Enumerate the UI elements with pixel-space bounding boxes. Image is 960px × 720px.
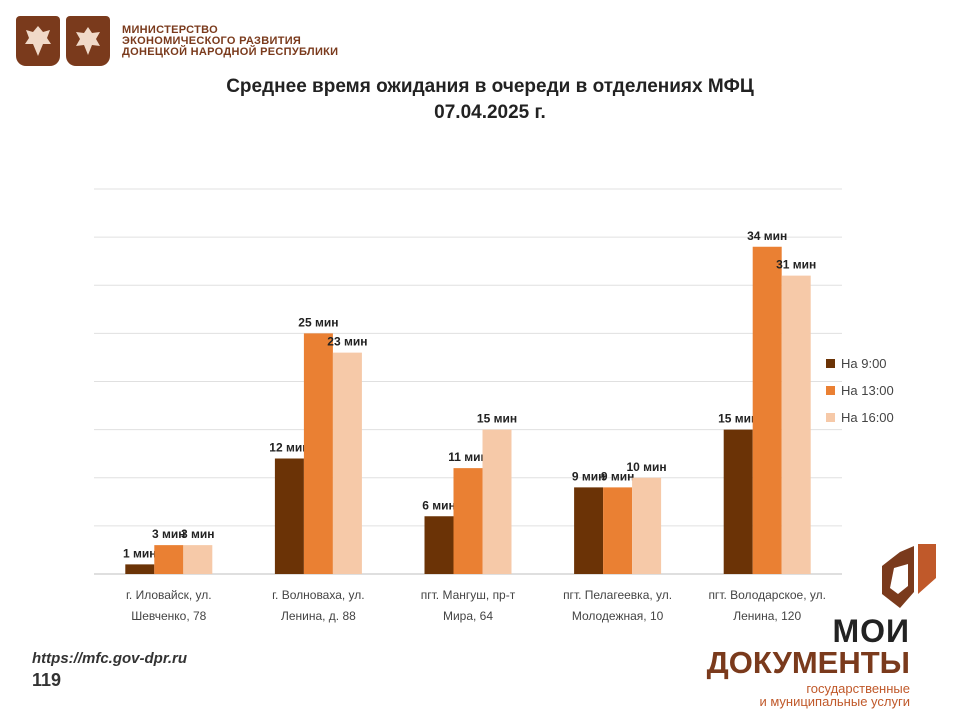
coat-of-arms-icon <box>16 16 60 66</box>
category-label-1: г. Волноваха, ул. <box>272 588 365 602</box>
chart-legend: На 9:00 На 13:00 На 16:00 <box>826 350 894 431</box>
legend-swatch-13 <box>826 386 835 395</box>
data-label-2-2: 15 мин <box>477 412 517 426</box>
category-label-2: Мира, 64 <box>443 609 493 623</box>
data-label-0-1: 3 мин <box>152 527 186 541</box>
category-label-4: пгт. Володарское, ул. <box>708 588 826 602</box>
brand-line-3: государственные <box>806 681 910 696</box>
bar-1-1 <box>303 333 333 574</box>
header: МИНИСТЕРСТВО ЭКОНОМИЧЕСКОГО РАЗВИТИЯ ДОН… <box>16 16 338 66</box>
legend-swatch-9 <box>826 359 835 368</box>
bar-2-2 <box>482 429 512 574</box>
bar-3-2 <box>632 477 662 574</box>
data-label-1-2: 23 мин <box>327 335 367 349</box>
category-label-4: Ленина, 120 <box>733 609 801 623</box>
data-label-0-0: 1 мин <box>123 546 157 560</box>
legend-item-13: На 13:00 <box>826 377 894 404</box>
bar-3-1 <box>603 487 633 574</box>
bar-4-0 <box>723 429 753 574</box>
data-label-1-1: 25 мин <box>298 315 338 329</box>
category-label-2: пгт. Мангуш, пр-т <box>421 588 516 602</box>
bar-1-2 <box>332 352 362 574</box>
data-label-3-2: 10 мин <box>627 460 667 474</box>
bar-4-1 <box>752 246 782 574</box>
bar-2-0 <box>424 516 454 574</box>
moi-dokumenty-logo-icon <box>878 542 938 617</box>
bar-1-0 <box>274 458 304 574</box>
data-label-4-2: 31 мин <box>776 258 816 272</box>
chart-title: Среднее время ожидания в очереди в отдел… <box>226 76 754 123</box>
website-link[interactable]: https://mfc.gov-dpr.ru <box>32 650 187 667</box>
data-label-3-1: 9 мин <box>601 469 635 483</box>
bar-0-2 <box>183 545 213 574</box>
data-label-2-1: 11 мин <box>448 450 488 464</box>
data-label-1-0: 12 мин <box>269 441 309 455</box>
data-label-3-0: 9 мин <box>572 469 606 483</box>
legend-item-16: На 16:00 <box>826 404 894 431</box>
bar-4-2 <box>781 275 811 574</box>
brand-line-1: МОИ <box>832 613 910 649</box>
bar-3-0 <box>574 487 604 574</box>
bar-2-1 <box>453 468 483 574</box>
data-label-4-1: 34 мин <box>747 229 787 243</box>
brand-block: МОИ ДОКУМЕНТЫ государственные и муниципа… <box>707 615 910 708</box>
legend-swatch-16 <box>826 413 835 422</box>
brand-line-4: и муниципальные услуги <box>759 694 910 709</box>
category-label-3: Молодежная, 10 <box>572 609 664 623</box>
category-label-3: пгт. Пелагеевка, ул. <box>563 588 672 602</box>
category-label-1: Ленина, д. 88 <box>281 609 356 623</box>
category-label-0: г. Иловайск, ул. <box>126 588 212 602</box>
data-label-4-0: 15 мин <box>718 412 758 426</box>
data-label-0-2: 3 мин <box>181 527 215 541</box>
bar-0-0 <box>125 564 155 574</box>
page-number: 119 <box>32 670 62 690</box>
legend-item-9: На 9:00 <box>826 350 894 377</box>
bar-0-1 <box>154 545 184 574</box>
brand-line-2: ДОКУМЕНТЫ <box>706 645 910 680</box>
category-label-0: Шевченко, 78 <box>131 609 206 623</box>
dpr-emblem-icon <box>66 16 110 66</box>
ministry-name: МИНИСТЕРСТВО ЭКОНОМИЧЕСКОГО РАЗВИТИЯ ДОН… <box>122 23 339 58</box>
data-label-2-0: 6 мин <box>422 498 456 512</box>
